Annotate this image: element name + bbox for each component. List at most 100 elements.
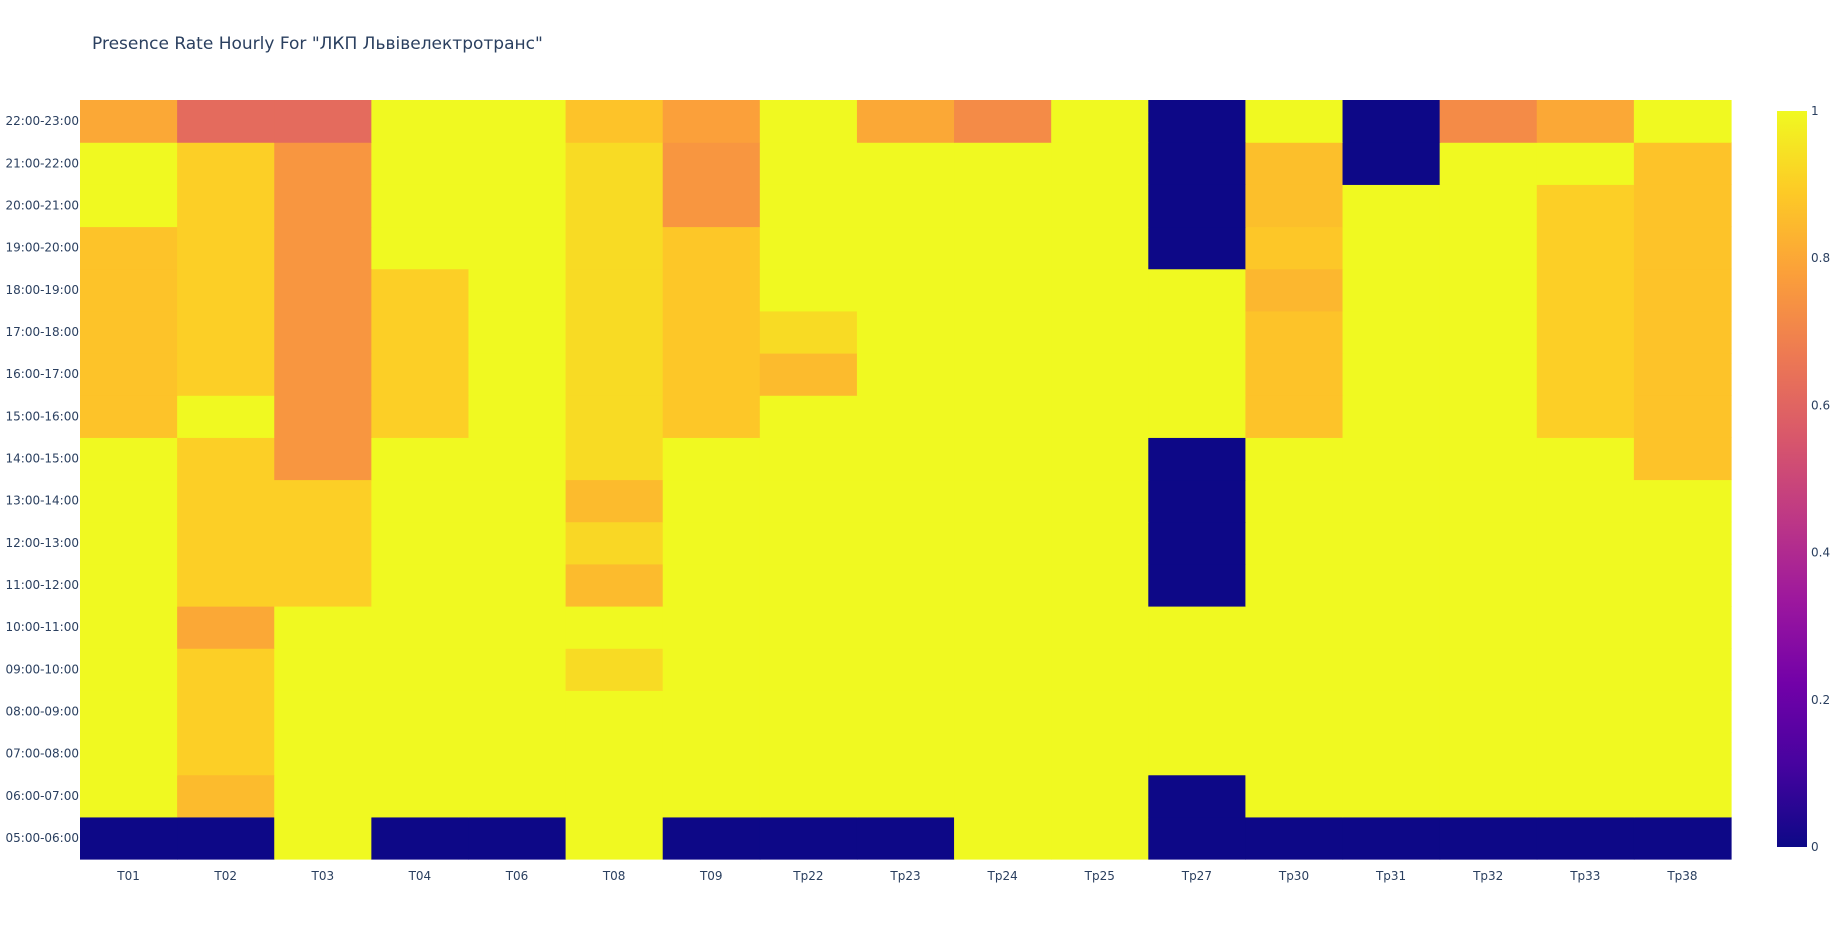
heatmap-cell <box>80 606 178 649</box>
heatmap-cell <box>371 353 470 396</box>
heatmap-cell <box>565 774 664 818</box>
heatmap-cell <box>662 310 761 354</box>
heatmap-cell <box>565 732 664 776</box>
y-tick-label: 07:00-08:00 <box>6 747 80 761</box>
chart-title: Presence Rate Hourly For "ЛКП Львівелект… <box>92 34 543 54</box>
heatmap-cell <box>759 690 858 734</box>
heatmap-cell <box>1245 184 1344 228</box>
heatmap-cell <box>1439 226 1538 270</box>
heatmap-cell <box>954 268 1052 312</box>
colorbar-tick-label: 1 <box>1811 104 1819 118</box>
heatmap-cell <box>80 816 178 860</box>
heatmap-cell <box>1439 268 1538 312</box>
heatmap-cell <box>565 395 664 438</box>
heatmap-cell <box>371 184 470 228</box>
heatmap-cell <box>274 353 372 396</box>
heatmap-cell <box>468 732 567 776</box>
heatmap-cell <box>1633 437 1732 481</box>
heatmap-cell <box>1633 226 1732 270</box>
heatmap-cell <box>1245 690 1344 734</box>
heatmap-cell <box>856 100 955 143</box>
heatmap-cell <box>1148 353 1247 396</box>
heatmap-cell <box>468 437 567 481</box>
x-tick-label: Тр31 <box>1375 869 1406 883</box>
heatmap-cell <box>1439 648 1538 691</box>
x-tick-label: Тр33 <box>1569 869 1600 883</box>
heatmap-cell <box>1148 606 1247 649</box>
heatmap-cell <box>856 774 955 818</box>
heatmap-cell <box>662 268 761 312</box>
heatmap-cell <box>662 395 761 438</box>
colorbar-tick-label: 0 <box>1811 840 1819 854</box>
heatmap-cell <box>759 816 858 860</box>
heatmap-cell <box>177 395 275 438</box>
heatmap-cell <box>274 100 372 143</box>
heatmap-cell <box>1633 816 1732 860</box>
heatmap-cell <box>80 774 178 818</box>
heatmap-cell <box>1245 100 1344 143</box>
heatmap-cell <box>1245 563 1344 607</box>
heatmap-cell <box>954 816 1052 860</box>
y-tick-label: 06:00-07:00 <box>6 789 80 803</box>
heatmap-cell <box>80 310 178 354</box>
heatmap-cell <box>565 479 664 523</box>
heatmap-cell <box>1633 142 1732 185</box>
heatmap-cell <box>1051 437 1149 481</box>
heatmap-cell <box>759 563 858 607</box>
heatmap-cell <box>1536 774 1635 818</box>
heatmap-cell <box>856 226 955 270</box>
heatmap-cell <box>565 226 664 270</box>
heatmap-cell <box>759 268 858 312</box>
heatmap-cell <box>565 606 664 649</box>
heatmap-cell <box>80 648 178 691</box>
heatmap-cell <box>1633 353 1732 396</box>
y-tick-label: 05:00-06:00 <box>6 831 80 845</box>
heatmap-cell <box>759 184 858 228</box>
heatmap-cell <box>856 606 955 649</box>
heatmap-cell <box>856 690 955 734</box>
heatmap-cell <box>1148 479 1247 523</box>
x-tick-label: T01 <box>116 869 140 883</box>
heatmap-cell <box>759 353 858 396</box>
heatmap-cell <box>371 648 470 691</box>
heatmap-cell <box>1633 184 1732 228</box>
heatmap-cell <box>468 268 567 312</box>
heatmap-cell <box>662 816 761 860</box>
heatmap-cell <box>1342 648 1441 691</box>
heatmap-cell <box>565 142 664 185</box>
heatmap-cell <box>274 226 372 270</box>
heatmap-cell <box>1536 606 1635 649</box>
heatmap-cell <box>1051 226 1149 270</box>
heatmap-cell <box>80 437 178 481</box>
heatmap-cell <box>856 184 955 228</box>
heatmap-cell <box>468 353 567 396</box>
heatmap-cell <box>856 395 955 438</box>
heatmap-cell <box>80 479 178 523</box>
heatmap-cell <box>1051 353 1149 396</box>
heatmap-cell <box>1633 479 1732 523</box>
heatmap-cell <box>1342 142 1441 185</box>
y-tick-label: 20:00-21:00 <box>6 198 80 212</box>
heatmap-cell <box>1633 521 1732 565</box>
x-tick-label: T09 <box>699 869 723 883</box>
heatmap-cell <box>1148 100 1247 143</box>
heatmap-cell <box>1439 437 1538 481</box>
x-tick-label: T02 <box>213 869 237 883</box>
heatmap-cell <box>1245 142 1344 185</box>
heatmap-cell <box>80 268 178 312</box>
heatmap-cell <box>1342 774 1441 818</box>
heatmap-cell <box>856 648 955 691</box>
x-tick-label: Тр22 <box>792 869 823 883</box>
heatmap-cell <box>1148 648 1247 691</box>
heatmap-cell <box>856 353 955 396</box>
heatmap-cell <box>1051 648 1149 691</box>
y-tick-label: 12:00-13:00 <box>6 536 80 550</box>
heatmap-cell <box>1245 606 1344 649</box>
heatmap-cell <box>1051 606 1149 649</box>
heatmap-cell <box>1633 563 1732 607</box>
colorbar-tick-label: 0.2 <box>1811 693 1830 707</box>
heatmap-cell <box>1342 479 1441 523</box>
heatmap-cell <box>954 690 1052 734</box>
heatmap-cell <box>1051 142 1149 185</box>
x-tick-label: Тр38 <box>1666 869 1697 883</box>
